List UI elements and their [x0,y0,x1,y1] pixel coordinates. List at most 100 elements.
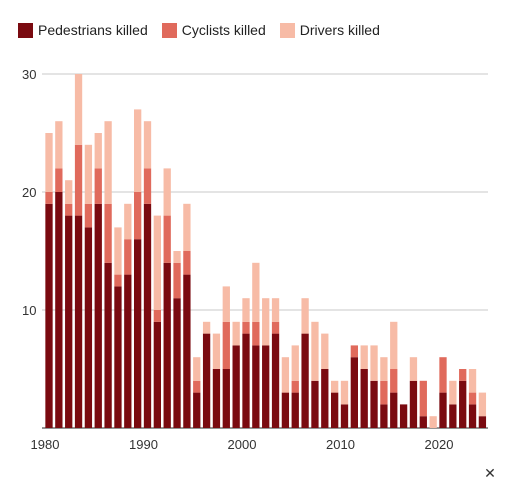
legend-swatch [279,22,295,38]
bar-segment [183,274,191,428]
bar-segment [45,203,53,428]
legend-label: Drivers killed [299,22,380,38]
bar-segment [311,380,319,428]
bar-segment [173,262,181,299]
bar-segment [153,310,161,322]
bar-segment [271,321,280,334]
bar-segment [114,227,122,275]
bar-segment [409,357,418,381]
bar-segment [153,321,161,428]
bar-segment [163,262,171,428]
legend-label: Pedestrians killed [38,22,148,38]
bar-segment [104,203,112,263]
bar-segment [301,333,309,428]
bar-segment [222,321,230,369]
x-tick-label: 2000 [228,437,257,452]
bar-segment [114,274,122,287]
bar-segment [222,369,230,428]
bar-segment [74,144,83,216]
x-tick-label: 1990 [129,437,158,452]
bar-segment [193,392,201,428]
bar-segment [370,380,378,428]
bar-segment [173,251,181,263]
bar-segment [124,239,132,275]
bar-segment [301,298,309,334]
bar-segment [419,380,427,417]
bar-segment [419,416,427,428]
bar-segment [281,357,290,393]
bar-segment [84,203,93,228]
bar-segment [242,333,250,428]
bar-segment [271,333,280,428]
bar-segment [55,192,63,428]
bar-segment [321,369,329,428]
legend-item: Drivers killed [279,22,380,38]
bar-segment [331,380,339,393]
bar-segment [459,380,467,428]
bar-segment [390,321,398,369]
bar-segment [134,192,142,240]
bar-segment [321,333,329,369]
bar-segment [232,345,240,428]
y-tick-label: 20 [22,185,36,200]
y-tick-label: 10 [22,303,36,318]
x-tick-label: 2010 [326,437,355,452]
bar-segment [468,392,477,405]
bar-segment [222,286,230,322]
y-tick-label: 30 [22,67,36,82]
bar-segment [94,133,102,169]
bar-segment [468,404,477,428]
bar-segment [429,416,437,428]
legend: Pedestrians killed Cyclists killed Drivers… [18,19,394,41]
legend-item: Cyclists killed [161,22,266,38]
bar-segment [370,345,378,381]
bar-segment [163,168,171,216]
bar-segment [153,215,161,310]
bar-segment [390,392,398,428]
bar-segment [183,203,191,251]
bar-segment [262,345,270,428]
bar-segment [65,215,73,428]
bar-segment [380,380,388,405]
legend-swatch [161,22,177,38]
bar-segment [45,192,53,204]
bar-segment [439,357,447,393]
bar-segment [242,298,250,322]
bar-segment [124,274,132,428]
bar-segment [399,404,408,428]
bar-segment [84,227,93,428]
bar-segment [380,404,388,428]
y-tick-labels: 10 20 30 [22,67,36,318]
bar-segment [468,369,477,393]
bar-segment [380,357,388,381]
bar-segment [350,357,358,428]
bar-segment [281,392,290,428]
x-tick-label: 2020 [425,437,454,452]
bar-segment [94,168,102,204]
x-tick-labels: 1980 1990 2000 2010 2020 [31,437,454,452]
close-icon[interactable]: ✕ [484,465,496,481]
bar-segment [65,203,73,216]
bar-segment [252,262,260,322]
bar-segment [173,298,181,428]
bar-segment [478,416,487,428]
bar-segment [143,168,152,204]
legend-swatch [18,22,33,38]
bar-segment [74,74,83,145]
bar-segment [193,380,201,393]
bar-segment [65,180,73,204]
bar-segment [360,369,368,428]
bar-segment [271,298,280,322]
bar-segment [311,321,319,381]
bar-segment [409,380,418,428]
bar-segment [143,203,152,428]
bar-segment [291,392,299,428]
bar-segment [390,369,398,393]
bar-segment [232,321,240,346]
bar-segment [104,121,112,204]
legend-item: Pedestrians killed [18,22,148,38]
bar-segment [252,345,260,428]
bar-segment [360,345,368,369]
legend-label: Cyclists killed [181,22,266,38]
